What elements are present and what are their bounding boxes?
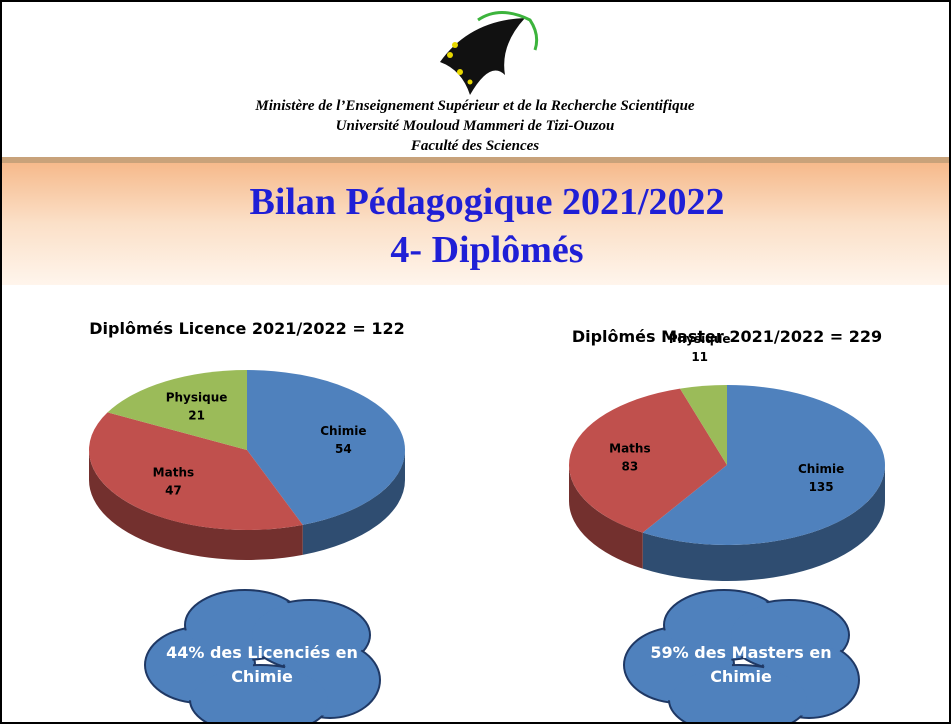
cloud: [144, 589, 381, 724]
header-line: Ministère de l’Enseignement Supérieur et…: [254, 98, 694, 114]
logo: [440, 11, 539, 95]
chart-title: Diplômés Licence 2021/2022 = 122: [89, 319, 404, 338]
pie-top: [680, 385, 727, 465]
header-line: Université Mouloud Mammeri de Tizi-Ouzou: [336, 118, 615, 134]
pie-slice: [247, 370, 406, 555]
pie-side: [89, 450, 303, 560]
pie-slice: [642, 385, 886, 581]
callout-line: 59% des Masters en: [650, 643, 831, 662]
slice-value: 54: [335, 442, 352, 456]
pie-side: [642, 465, 885, 581]
slice-value: 21: [188, 408, 205, 422]
chart-title: Diplômés Master 2021/2022 = 229: [572, 327, 882, 346]
slice-label: Maths: [153, 466, 194, 480]
pie-side: [569, 465, 643, 569]
header-line: Faculté des Sciences: [410, 138, 539, 154]
slice-label: Physique: [669, 332, 731, 346]
slice-label: Maths: [609, 442, 650, 456]
slice-value: 11: [691, 350, 708, 364]
pie-top: [247, 370, 406, 525]
pie-top: [88, 412, 303, 530]
slice-label: Chimie: [320, 424, 366, 438]
title-line: Bilan Pédagogique 2021/2022: [249, 181, 724, 223]
slice-value: 47: [165, 484, 182, 498]
title-band: [0, 162, 951, 285]
pie-top: [642, 385, 886, 546]
slice-value: 83: [622, 460, 639, 474]
title-line: 4- Diplômés: [390, 229, 583, 271]
pie-slice: [107, 370, 248, 450]
cloud: [623, 589, 860, 724]
callout-line: Chimie: [231, 667, 293, 686]
slice-label: Chimie: [798, 462, 844, 476]
separator: [0, 157, 951, 163]
pie-slice: [569, 388, 727, 569]
pie-slice: [88, 412, 303, 560]
callout-line: Chimie: [710, 667, 772, 686]
pie-slice: [680, 385, 727, 465]
pie-top: [107, 370, 248, 450]
pie-side: [302, 450, 405, 555]
pie-top: [569, 388, 727, 533]
callout-line: 44% des Licenciés en: [166, 643, 358, 662]
slice-label: Physique: [166, 390, 228, 404]
slice-value: 135: [809, 480, 834, 494]
